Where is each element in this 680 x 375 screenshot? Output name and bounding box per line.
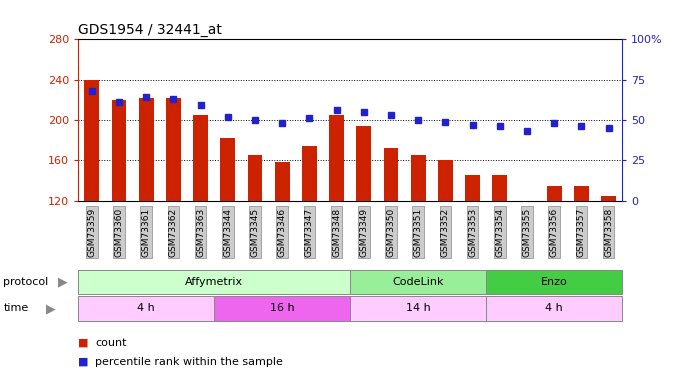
Text: ■: ■ — [78, 338, 88, 348]
Bar — [112, 100, 126, 201]
Text: GSM73357: GSM73357 — [577, 207, 586, 257]
Bar — [356, 126, 371, 201]
Text: GSM73363: GSM73363 — [196, 207, 205, 257]
Text: GSM73348: GSM73348 — [332, 207, 341, 256]
Bar — [329, 115, 344, 201]
Text: ▶: ▶ — [46, 302, 56, 315]
Bar — [574, 186, 589, 201]
Text: percentile rank within the sample: percentile rank within the sample — [95, 357, 283, 367]
Bar — [350, 296, 486, 321]
Text: protocol: protocol — [3, 277, 49, 287]
Text: GSM73354: GSM73354 — [495, 207, 505, 256]
Bar — [220, 138, 235, 201]
Bar — [601, 196, 616, 201]
Bar — [166, 98, 181, 201]
Text: GSM73344: GSM73344 — [223, 207, 233, 256]
Text: GSM73360: GSM73360 — [114, 207, 124, 257]
Text: GSM73351: GSM73351 — [413, 207, 423, 257]
Text: GSM73362: GSM73362 — [169, 207, 178, 256]
Text: Enzo: Enzo — [541, 277, 568, 287]
Bar — [275, 162, 290, 201]
Bar — [411, 155, 426, 201]
Bar — [492, 176, 507, 201]
Text: GSM73361: GSM73361 — [141, 207, 151, 257]
Text: 4 h: 4 h — [545, 303, 563, 313]
Bar — [84, 80, 99, 201]
Bar — [438, 160, 453, 201]
Text: GSM73350: GSM73350 — [386, 207, 396, 257]
Bar — [214, 296, 350, 321]
Bar — [486, 270, 622, 294]
Text: GSM73347: GSM73347 — [305, 207, 314, 256]
Bar — [78, 296, 214, 321]
Text: GSM73358: GSM73358 — [604, 207, 613, 257]
Bar — [547, 186, 562, 201]
Text: GSM73356: GSM73356 — [549, 207, 559, 257]
Bar — [384, 148, 398, 201]
Text: ■: ■ — [78, 357, 88, 367]
Bar — [78, 270, 350, 294]
Bar — [302, 146, 317, 201]
Text: GSM73352: GSM73352 — [441, 207, 450, 256]
Text: GSM73355: GSM73355 — [522, 207, 532, 257]
Bar — [193, 115, 208, 201]
Text: time: time — [3, 303, 29, 313]
Bar — [139, 98, 154, 201]
Bar — [350, 270, 486, 294]
Text: GSM73353: GSM73353 — [468, 207, 477, 257]
Text: 14 h: 14 h — [406, 303, 430, 313]
Text: CodeLink: CodeLink — [392, 277, 444, 287]
Text: 4 h: 4 h — [137, 303, 155, 313]
Bar — [465, 176, 480, 201]
Bar — [486, 296, 622, 321]
Text: GSM73359: GSM73359 — [87, 207, 97, 257]
Text: GSM73345: GSM73345 — [250, 207, 260, 256]
Text: Affymetrix: Affymetrix — [185, 277, 243, 287]
Bar — [248, 155, 262, 201]
Text: count: count — [95, 338, 126, 348]
Text: GSM73349: GSM73349 — [359, 207, 369, 256]
Text: 16 h: 16 h — [270, 303, 294, 313]
Text: ▶: ▶ — [58, 276, 67, 289]
Text: GDS1954 / 32441_at: GDS1954 / 32441_at — [78, 23, 222, 37]
Text: GSM73346: GSM73346 — [277, 207, 287, 256]
